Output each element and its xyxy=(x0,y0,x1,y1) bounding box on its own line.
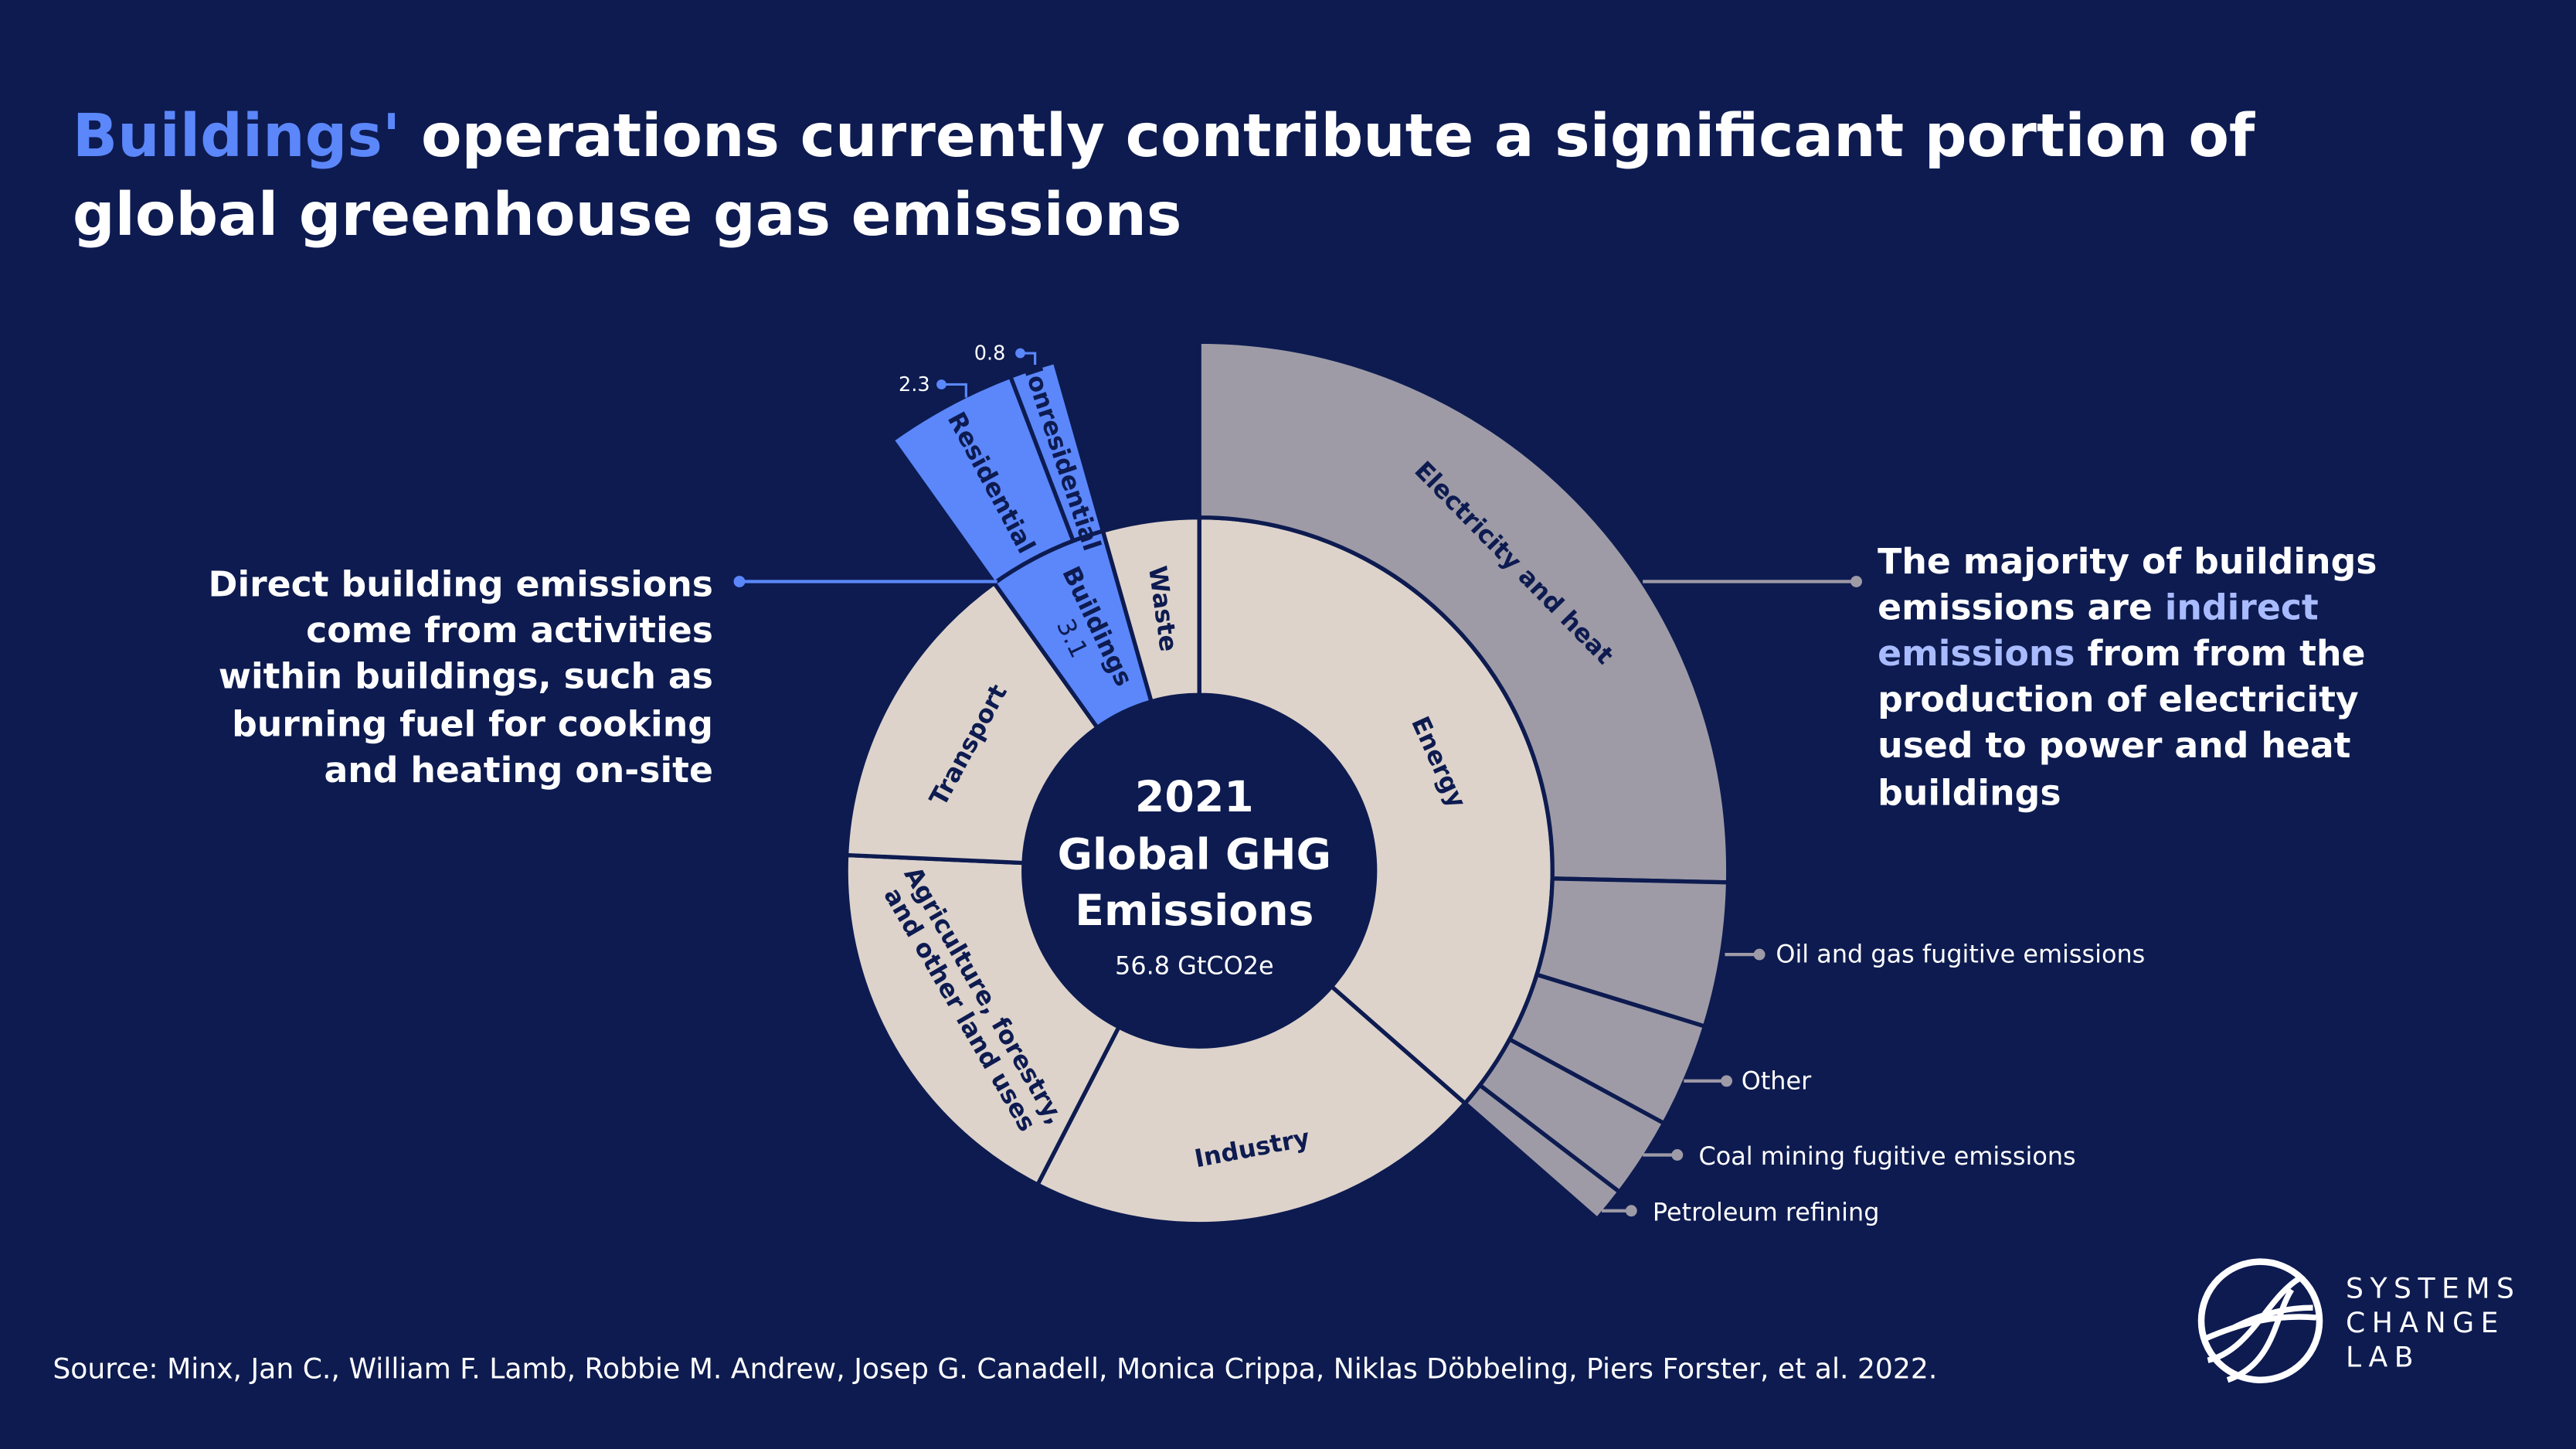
electricity-callout-dot xyxy=(1850,576,1862,587)
right-note: The majority of buildings emissions are … xyxy=(1878,541,2377,814)
right-note-line: production of electricity xyxy=(1878,679,2359,719)
label-coal-mining: Coal mining fugitive emissions xyxy=(1698,1141,2075,1171)
buildings-value-callouts: 2.3 0.8 xyxy=(899,342,1037,398)
right-note-line: emissions from from the xyxy=(1878,633,2365,674)
systems-change-lab-logo: SYSTEMS CHANGE LAB xyxy=(2197,1258,2520,1383)
right-note-line: used to power and heat xyxy=(1878,725,2350,766)
right-note-line: The majority of buildings xyxy=(1878,541,2377,582)
energy-sub-callouts: Oil and gas fugitive emissions Other Coa… xyxy=(1602,940,2145,1227)
title-line-1: Buildings' operations currently contribu… xyxy=(73,102,2255,171)
sector-waste xyxy=(1100,515,1201,705)
buildings-callout-dot xyxy=(733,576,746,587)
source-note: Source: Minx, Jan C., William F. Lamb, R… xyxy=(53,1352,1937,1386)
label-petroleum: Petroleum refining xyxy=(1653,1198,1880,1227)
sunburst-rings xyxy=(844,339,1731,1226)
title-line-2: global greenhouse gas emissions xyxy=(73,181,1182,250)
svg-text:LAB: LAB xyxy=(2346,1341,2420,1374)
label-oil-gas: Oil and gas fugitive emissions xyxy=(1776,940,2145,969)
sector-industry xyxy=(1035,983,1468,1226)
nonresidential-value: 0.8 xyxy=(974,342,1006,366)
left-note-line: Direct building emissions xyxy=(209,564,713,605)
left-note-line: come from activities xyxy=(306,610,713,651)
left-note-line: within buildings, such as xyxy=(219,656,713,697)
center-total: 56.8 GtCO2e xyxy=(1115,951,1274,981)
left-note-line: burning fuel for cooking xyxy=(232,703,713,744)
right-note-line: emissions are indirect xyxy=(1878,587,2319,628)
svg-text:SYSTEMS: SYSTEMS xyxy=(2346,1271,2520,1304)
left-note: Direct building emissions come from acti… xyxy=(209,564,713,791)
sector-transport xyxy=(844,580,1100,866)
label-other: Other xyxy=(1742,1066,1812,1095)
residential-value: 2.3 xyxy=(899,373,930,396)
center-line-2: Emissions xyxy=(1075,886,1313,936)
center-year: 2021 xyxy=(1135,773,1254,822)
subsector-electricity-and-heat xyxy=(1197,339,1731,885)
sector-agriculture-forestry-and-other-land-uses xyxy=(844,852,1122,1188)
left-note-line: and heating on-site xyxy=(324,750,713,791)
right-note-line: buildings xyxy=(1878,773,2061,814)
center-line-1: Global GHG xyxy=(1058,831,1331,880)
svg-text:CHANGE: CHANGE xyxy=(2346,1306,2505,1339)
